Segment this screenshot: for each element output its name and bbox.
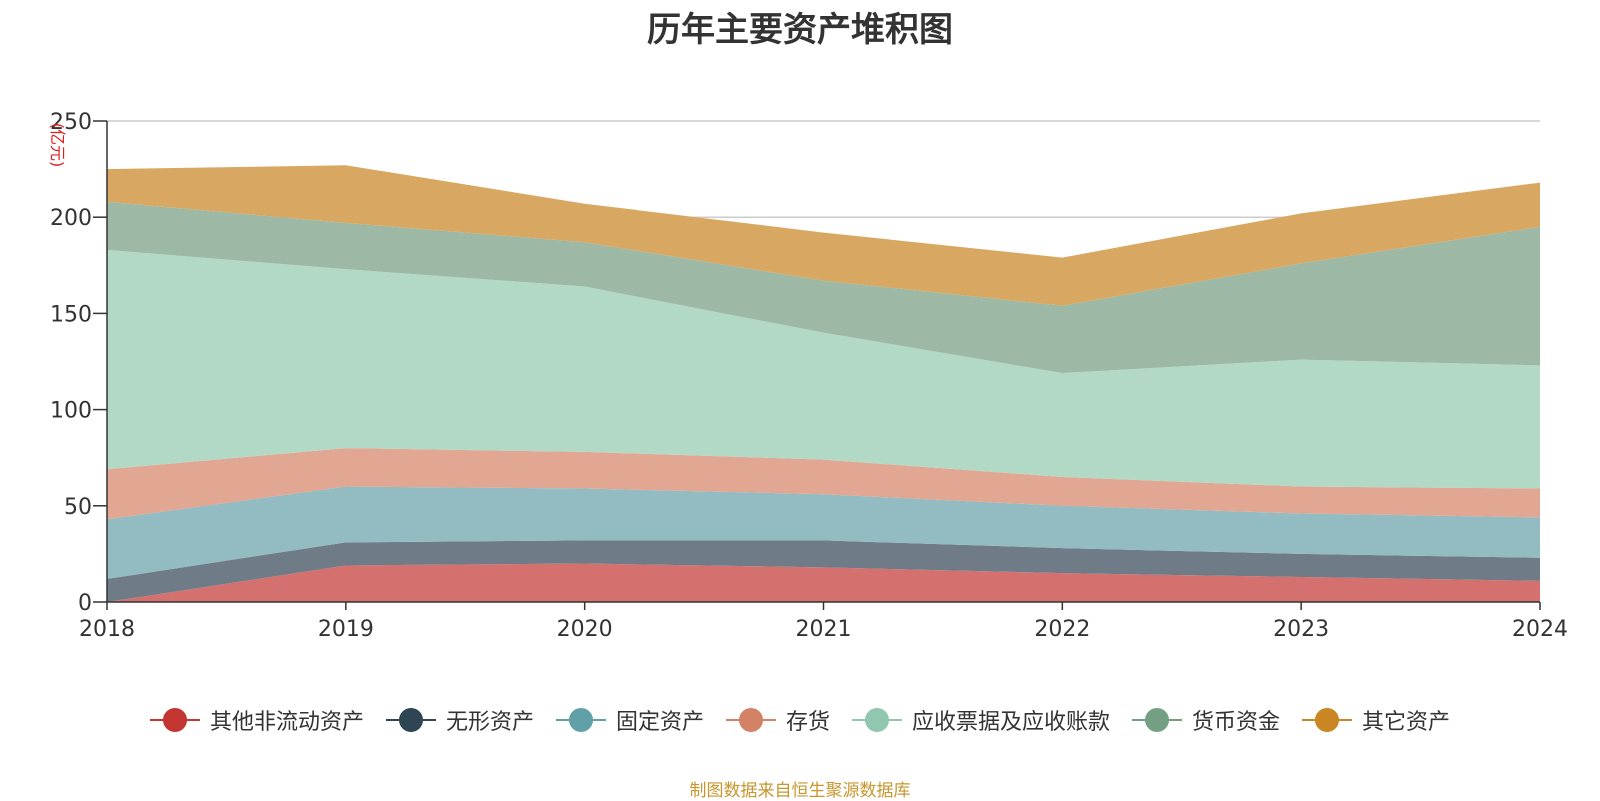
legend-item-6[interactable]: 其它资产: [1302, 704, 1450, 736]
legend-label: 固定资产: [615, 710, 704, 735]
area-series-4[interactable]: [107, 249, 1540, 489]
source-note: 制图数据来自恒生聚源数据库: [689, 781, 911, 801]
y-tick-label-50: 50: [64, 495, 92, 520]
area-series-1[interactable]: [107, 540, 1540, 602]
x-tick-label-2020: 2020: [557, 617, 613, 642]
legend-marker-icon: [1132, 708, 1183, 732]
area-series-0[interactable]: [107, 563, 1540, 602]
legend-label: 存货: [785, 710, 830, 735]
y-axis-label: (亿元): [48, 123, 67, 168]
x-tick-label-2024: 2024: [1512, 617, 1568, 642]
y-tick-label-250: 250: [50, 110, 92, 135]
legend-marker-icon: [725, 708, 776, 732]
x-tick-label-2021: 2021: [796, 617, 852, 642]
x-tick-label-2023: 2023: [1273, 617, 1329, 642]
chart-title: 历年主要资产堆积图: [647, 10, 953, 50]
series-areas: [107, 165, 1540, 602]
legend-marker-icon: [1302, 708, 1353, 732]
x-tick-label-2018: 2018: [79, 617, 135, 642]
y-tick-label-200: 200: [50, 206, 92, 231]
legend-label: 无形资产: [445, 710, 534, 735]
legend-marker-icon: [385, 708, 436, 732]
tick-labels: 0 50 100 150 200 250 2018 2019 2020 2021 2022 2023 2…: [50, 110, 1568, 642]
legend-item-0[interactable]: 其他非流动资产: [149, 704, 364, 736]
legend-item-3[interactable]: 存货: [725, 704, 830, 736]
y-tick-label-100: 100: [50, 399, 92, 424]
legend: 其他非流动资产 无形资产 固定资产 存货 应收票据及应收账款 货币资金 其它资产: [0, 700, 1600, 740]
legend-label: 货币资金: [1192, 710, 1281, 735]
legend-item-4[interactable]: 应收票据及应收账款: [852, 704, 1110, 736]
legend-marker-icon: [555, 708, 606, 732]
legend-marker-icon: [149, 708, 200, 732]
legend-label: 其他非流动资产: [209, 710, 364, 735]
area-series-3[interactable]: [107, 448, 1540, 520]
x-tick-label-2019: 2019: [318, 617, 374, 642]
legend-item-2[interactable]: 固定资产: [555, 704, 704, 736]
legend-item-5[interactable]: 货币资金: [1132, 704, 1280, 736]
area-series-2[interactable]: [107, 486, 1540, 579]
area-series-5[interactable]: [107, 201, 1540, 374]
y-tick-label-0: 0: [78, 591, 92, 616]
legend-item-1[interactable]: 无形资产: [385, 704, 534, 736]
y-tick-label-150: 150: [50, 302, 92, 327]
legend-label: 其它资产: [1362, 710, 1451, 735]
x-tick-label-2022: 2022: [1034, 617, 1090, 642]
area-series-6[interactable]: [107, 165, 1540, 306]
legend-label: 应收票据及应收账款: [912, 710, 1111, 735]
legend-marker-icon: [852, 708, 902, 732]
